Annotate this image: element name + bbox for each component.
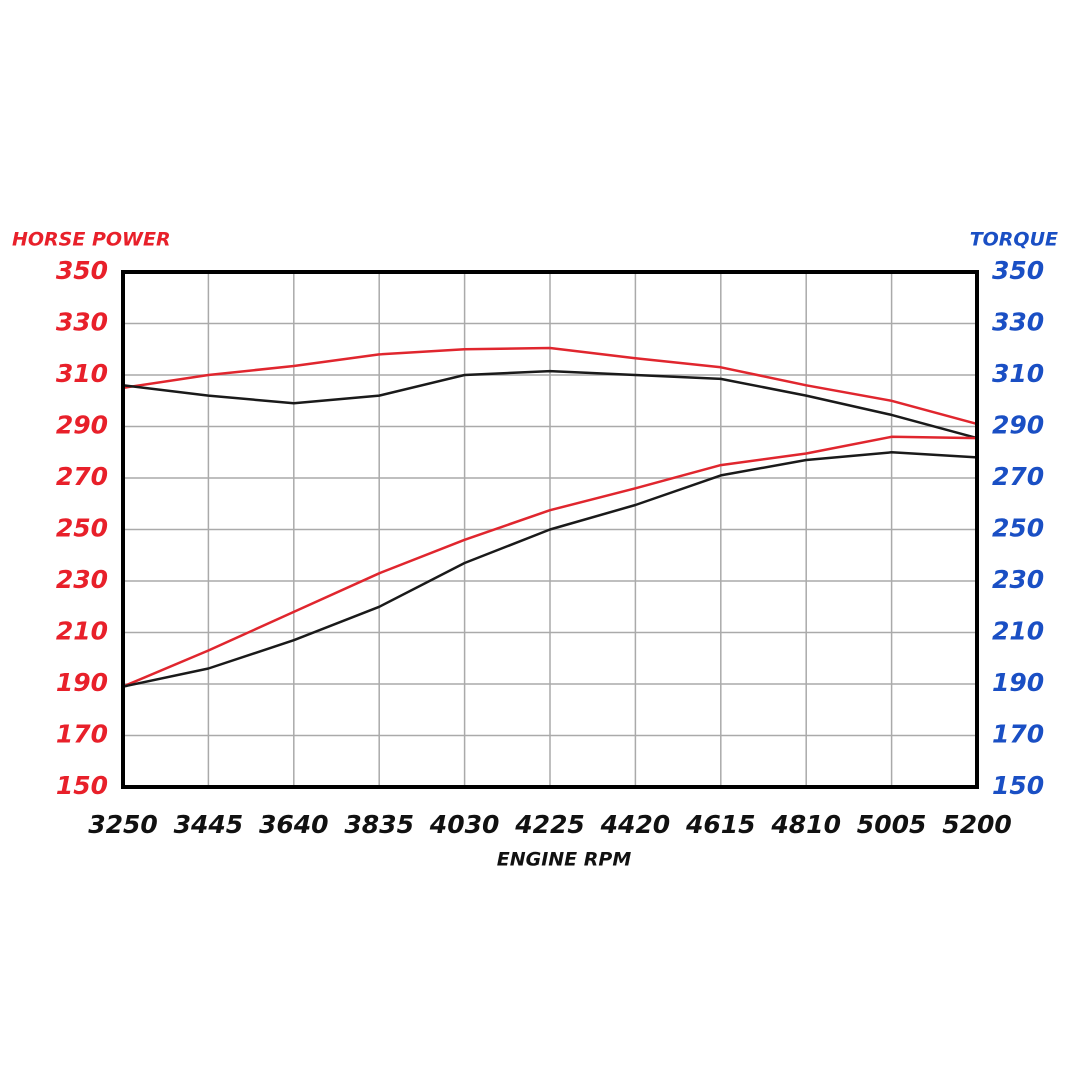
y-tick-label: 210 — [56, 617, 108, 646]
series-line — [122, 435, 978, 688]
y2-axis-label: TORQUE — [970, 229, 1058, 251]
y2-tick-label: 250 — [992, 514, 1044, 543]
y-tick-label: 290 — [56, 411, 108, 440]
y2-tick-label: 290 — [992, 411, 1044, 440]
x-tick-label: 4225 — [514, 810, 585, 839]
y2-tick-label: 270 — [992, 462, 1044, 491]
y2-tick-label: 150 — [992, 771, 1044, 800]
x-axis-label: ENGINE RPM — [497, 849, 632, 871]
y-tick-label: 310 — [56, 359, 108, 388]
y2-tick-label: 170 — [992, 720, 1044, 749]
series-line — [122, 346, 978, 426]
y-tick-label: 250 — [56, 514, 108, 543]
y-axis-label: HORSE POWER — [12, 229, 171, 251]
x-tick-label: 4030 — [429, 810, 500, 839]
x-tick-label: 3640 — [259, 810, 329, 839]
y-tick-label: 170 — [56, 720, 108, 749]
series-line — [122, 451, 978, 688]
y2-tick-label: 190 — [992, 668, 1044, 697]
y-tick-label: 350 — [56, 256, 108, 285]
y2-tick-label: 350 — [992, 256, 1044, 285]
y-tick-label: 190 — [56, 668, 108, 697]
y2-tick-label: 310 — [992, 359, 1044, 388]
y2-tick-label: 230 — [992, 565, 1044, 594]
y-tick-label: 330 — [56, 308, 108, 337]
y-tick-label: 150 — [56, 771, 108, 800]
y-tick-label: 270 — [56, 462, 108, 491]
x-tick-label: 5200 — [942, 810, 1012, 839]
x-tick-label: 4615 — [685, 810, 756, 839]
x-tick-label: 3835 — [344, 810, 414, 839]
y2-tick-label: 330 — [992, 308, 1044, 337]
y2-tick-label: 210 — [992, 617, 1044, 646]
x-tick-label: 5005 — [857, 810, 927, 839]
series-line — [122, 369, 978, 440]
x-tick-label: 3250 — [88, 810, 158, 839]
plot-frame — [121, 270, 979, 789]
x-tick-label: 4810 — [770, 810, 841, 839]
y-tick-label: 230 — [56, 565, 108, 594]
x-tick-label: 3445 — [174, 810, 244, 839]
x-tick-label: 4420 — [600, 810, 671, 839]
